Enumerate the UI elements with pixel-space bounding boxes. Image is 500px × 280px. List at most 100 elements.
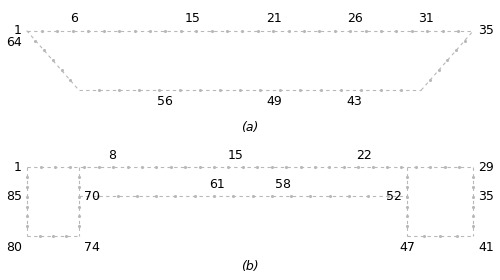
Point — [62, 234, 70, 238]
Point — [114, 194, 122, 199]
Point — [94, 165, 102, 169]
Point — [460, 38, 468, 43]
Point — [254, 28, 262, 33]
Text: 35: 35 — [478, 24, 494, 37]
Point — [377, 28, 385, 33]
Point — [326, 194, 334, 199]
Point — [167, 165, 175, 169]
Point — [254, 165, 262, 169]
Point — [276, 88, 284, 92]
Point — [336, 88, 344, 92]
Point — [434, 68, 442, 73]
Point — [136, 88, 143, 92]
Point — [181, 165, 189, 169]
Point — [403, 185, 411, 189]
Point — [196, 88, 203, 92]
Point — [22, 195, 30, 199]
Point — [54, 28, 62, 33]
Point — [75, 195, 83, 199]
Point — [156, 88, 164, 92]
Point — [216, 88, 224, 92]
Point — [66, 78, 74, 83]
Point — [190, 194, 198, 199]
Point — [124, 165, 132, 169]
Text: 64: 64 — [6, 36, 22, 49]
Text: 49: 49 — [266, 95, 281, 108]
Point — [426, 78, 434, 83]
Point — [268, 194, 276, 199]
Point — [66, 165, 74, 169]
Text: 6: 6 — [70, 12, 78, 25]
Text: 1: 1 — [14, 161, 22, 174]
Point — [138, 165, 146, 169]
Point — [22, 175, 30, 179]
Point — [22, 204, 30, 209]
Point — [412, 165, 420, 169]
Point — [403, 224, 411, 228]
Point — [95, 88, 103, 92]
Point — [248, 194, 256, 199]
Point — [403, 204, 411, 209]
Point — [470, 204, 478, 209]
Point — [256, 88, 264, 92]
Point — [152, 194, 160, 199]
Point — [282, 165, 290, 169]
Text: 43: 43 — [347, 95, 362, 108]
Point — [75, 185, 83, 189]
Text: 85: 85 — [6, 190, 22, 203]
Point — [408, 28, 416, 33]
Point — [49, 234, 57, 238]
Point — [130, 28, 138, 33]
Point — [311, 165, 319, 169]
Point — [115, 28, 123, 33]
Point — [403, 175, 411, 179]
Point — [80, 165, 88, 169]
Point — [377, 88, 385, 92]
Text: (a): (a) — [242, 121, 259, 134]
Point — [296, 88, 304, 92]
Point — [420, 234, 428, 238]
Point — [49, 58, 57, 63]
Point — [438, 28, 446, 33]
Point — [238, 28, 246, 33]
Point — [133, 194, 141, 199]
Point — [210, 165, 218, 169]
Point — [331, 28, 339, 33]
Point — [423, 28, 431, 33]
Point — [152, 165, 160, 169]
Point — [22, 185, 30, 189]
Point — [38, 28, 46, 33]
Point — [109, 165, 117, 169]
Point — [192, 28, 200, 33]
Point — [284, 28, 292, 33]
Point — [345, 194, 353, 199]
Point — [470, 224, 478, 228]
Point — [316, 28, 324, 33]
Point — [22, 224, 30, 228]
Point — [368, 165, 376, 169]
Point — [470, 195, 478, 199]
Point — [223, 28, 231, 33]
Point — [75, 214, 83, 219]
Point — [208, 28, 216, 33]
Text: 1: 1 — [14, 24, 22, 37]
Text: 56: 56 — [156, 95, 172, 108]
Text: 58: 58 — [276, 178, 291, 191]
Text: 15: 15 — [185, 12, 201, 25]
Point — [52, 165, 60, 169]
Point — [69, 28, 77, 33]
Point — [162, 28, 170, 33]
Text: 47: 47 — [399, 241, 415, 255]
Point — [300, 28, 308, 33]
Text: 29: 29 — [478, 161, 494, 174]
Point — [196, 165, 203, 169]
Point — [397, 88, 405, 92]
Point — [384, 194, 392, 199]
Point — [454, 28, 462, 33]
Point — [362, 28, 370, 33]
Text: 8: 8 — [108, 149, 116, 162]
Point — [268, 165, 276, 169]
Point — [37, 165, 45, 169]
Point — [357, 88, 365, 92]
Point — [326, 165, 334, 169]
